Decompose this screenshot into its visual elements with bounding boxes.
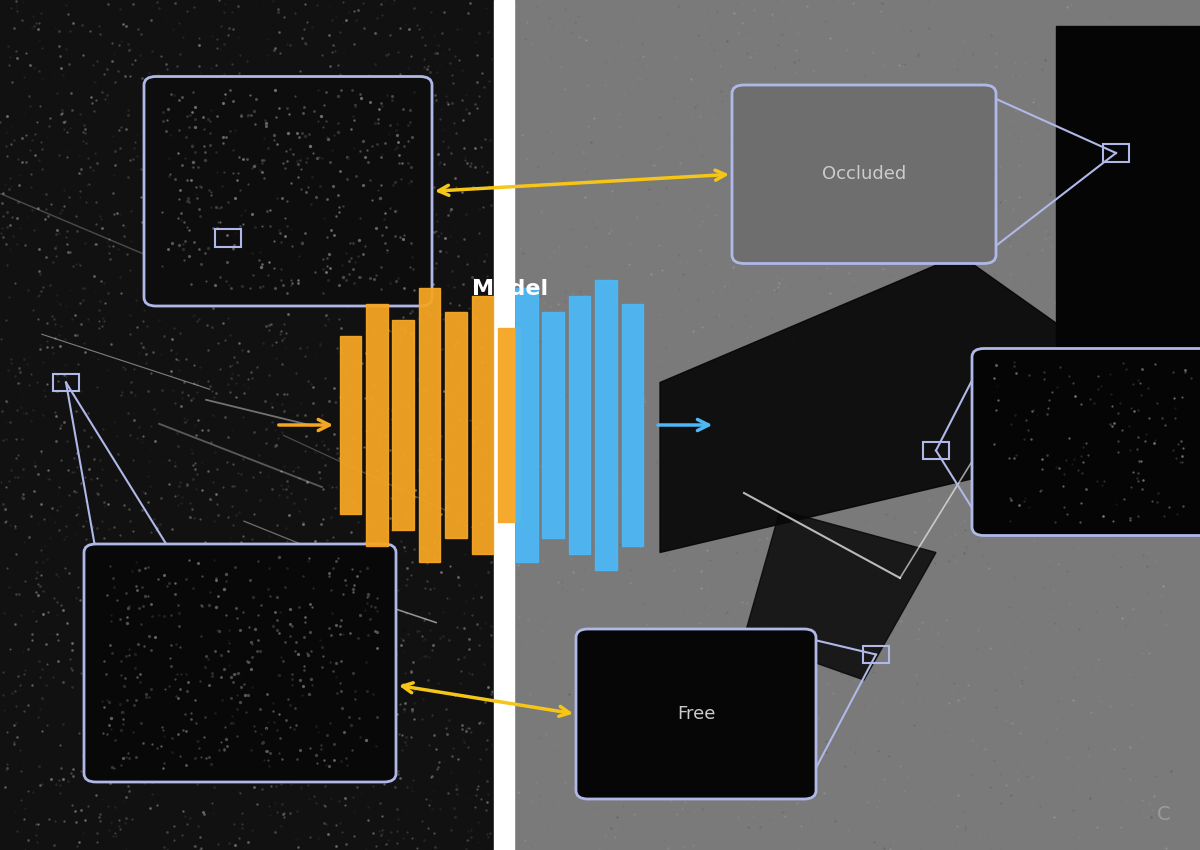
FancyBboxPatch shape [392, 320, 414, 530]
FancyBboxPatch shape [419, 288, 440, 563]
FancyBboxPatch shape [622, 303, 643, 547]
FancyBboxPatch shape [445, 312, 467, 538]
Text: Free: Free [677, 705, 715, 723]
FancyBboxPatch shape [595, 280, 617, 570]
FancyBboxPatch shape [340, 336, 361, 513]
FancyBboxPatch shape [472, 296, 493, 554]
Text: Occluded: Occluded [822, 165, 906, 184]
FancyBboxPatch shape [972, 348, 1200, 536]
FancyBboxPatch shape [732, 85, 996, 264]
FancyBboxPatch shape [366, 303, 388, 547]
Polygon shape [744, 510, 936, 680]
Bar [0, 0, 504, 850]
FancyBboxPatch shape [542, 312, 564, 538]
Polygon shape [660, 255, 1140, 552]
Bar [494, 0, 514, 850]
FancyBboxPatch shape [144, 76, 432, 306]
Text: Model: Model [472, 279, 548, 299]
FancyBboxPatch shape [516, 288, 538, 563]
FancyBboxPatch shape [569, 296, 590, 554]
FancyBboxPatch shape [576, 629, 816, 799]
FancyBboxPatch shape [498, 328, 520, 522]
FancyBboxPatch shape [84, 544, 396, 782]
FancyBboxPatch shape [1056, 26, 1200, 383]
Text: C: C [1157, 806, 1170, 824]
Bar [504, 0, 1200, 850]
